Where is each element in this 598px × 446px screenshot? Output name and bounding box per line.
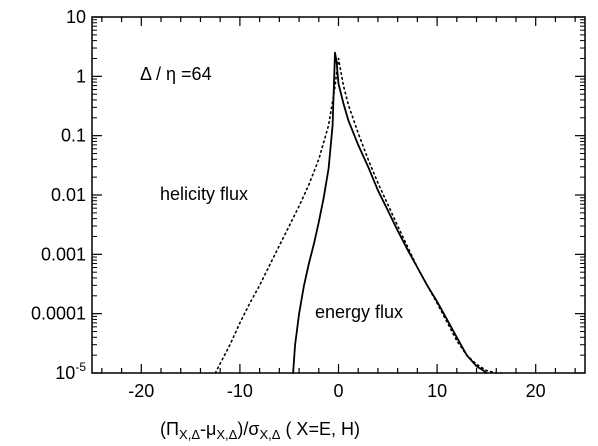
x-tick-label: 0 bbox=[333, 381, 343, 401]
x-tick-label: 20 bbox=[526, 381, 546, 401]
series-group bbox=[214, 51, 503, 374]
axis-ticks bbox=[92, 16, 585, 374]
annotation-helicity: helicity flux bbox=[160, 184, 248, 204]
x-tick-label: 10 bbox=[427, 381, 447, 401]
y-tick-label: 1 bbox=[76, 66, 86, 86]
x-axis-label: (ΠX,Δ-μX,Δ)/σX,Δ ( X=E, H) bbox=[160, 419, 360, 442]
x-tick-label: -20 bbox=[128, 381, 154, 401]
y-tick-label: 10-5 bbox=[55, 360, 86, 383]
energy-flux-line bbox=[292, 51, 488, 374]
y-tick-label: 0.0001 bbox=[31, 304, 86, 324]
y-tick-label: 0.1 bbox=[61, 126, 86, 146]
x-tick-label: -10 bbox=[227, 381, 253, 401]
y-tick-label: 0.001 bbox=[41, 244, 86, 264]
y-tick-label: 0.01 bbox=[51, 185, 86, 205]
y-tick-label: 10 bbox=[66, 7, 86, 27]
annotation-energy: energy flux bbox=[315, 302, 403, 322]
annotation-ratio: Δ / η =64 bbox=[140, 64, 212, 84]
tick-labels: -20 -10 0 10 20 10 1 0.1 0.01 0.001 0.0001 10-5 bbox=[31, 7, 546, 401]
helicity-flux-line bbox=[214, 57, 503, 374]
